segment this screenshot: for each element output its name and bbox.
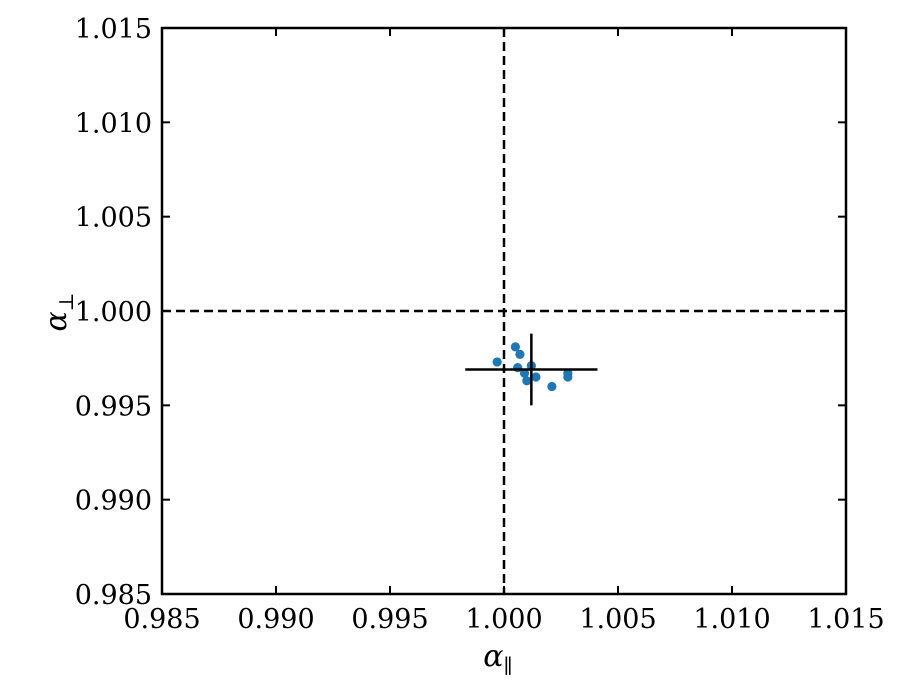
data-point	[492, 357, 502, 367]
y-axis-ticks	[162, 27, 846, 595]
y-axis-tick-labels: 0.985 0.990 0.995 1.000 1.005 1.010 1.015	[75, 14, 152, 611]
x-axis-ticks	[161, 28, 847, 594]
y-tick-label: 0.995	[75, 391, 152, 422]
y-tick-label: 1.005	[75, 203, 152, 234]
data-point	[510, 342, 520, 352]
y-tick-label: 1.015	[75, 14, 152, 45]
data-point	[519, 368, 530, 378]
y-tick-label: 1.000	[75, 297, 152, 328]
x-axis-label: α∥	[483, 639, 513, 678]
error-cross	[465, 333, 598, 406]
y-tick-label: 0.990	[75, 486, 152, 517]
x-tick-label: 0.985	[123, 604, 200, 635]
data-point	[531, 372, 541, 382]
x-tick-label: 1.010	[693, 604, 770, 635]
y-tick-label: 0.985	[75, 580, 152, 611]
x-tick-label: 0.990	[237, 604, 314, 635]
y-tick-label: 1.010	[75, 108, 152, 139]
x-axis-tick-labels: 0.985 0.990 0.995 1.000 1.005 1.010 1.015	[123, 604, 884, 635]
x-tick-label: 1.000	[465, 604, 542, 635]
data-point	[522, 376, 532, 386]
x-tick-label: 1.005	[579, 604, 656, 635]
data-point	[515, 349, 525, 359]
reference-lines	[162, 28, 846, 594]
y-axis-label: α⊥	[39, 292, 78, 331]
data-point	[563, 368, 573, 378]
data-point	[547, 381, 557, 392]
x-tick-label: 0.995	[351, 604, 428, 635]
x-tick-label: 1.015	[807, 604, 884, 635]
